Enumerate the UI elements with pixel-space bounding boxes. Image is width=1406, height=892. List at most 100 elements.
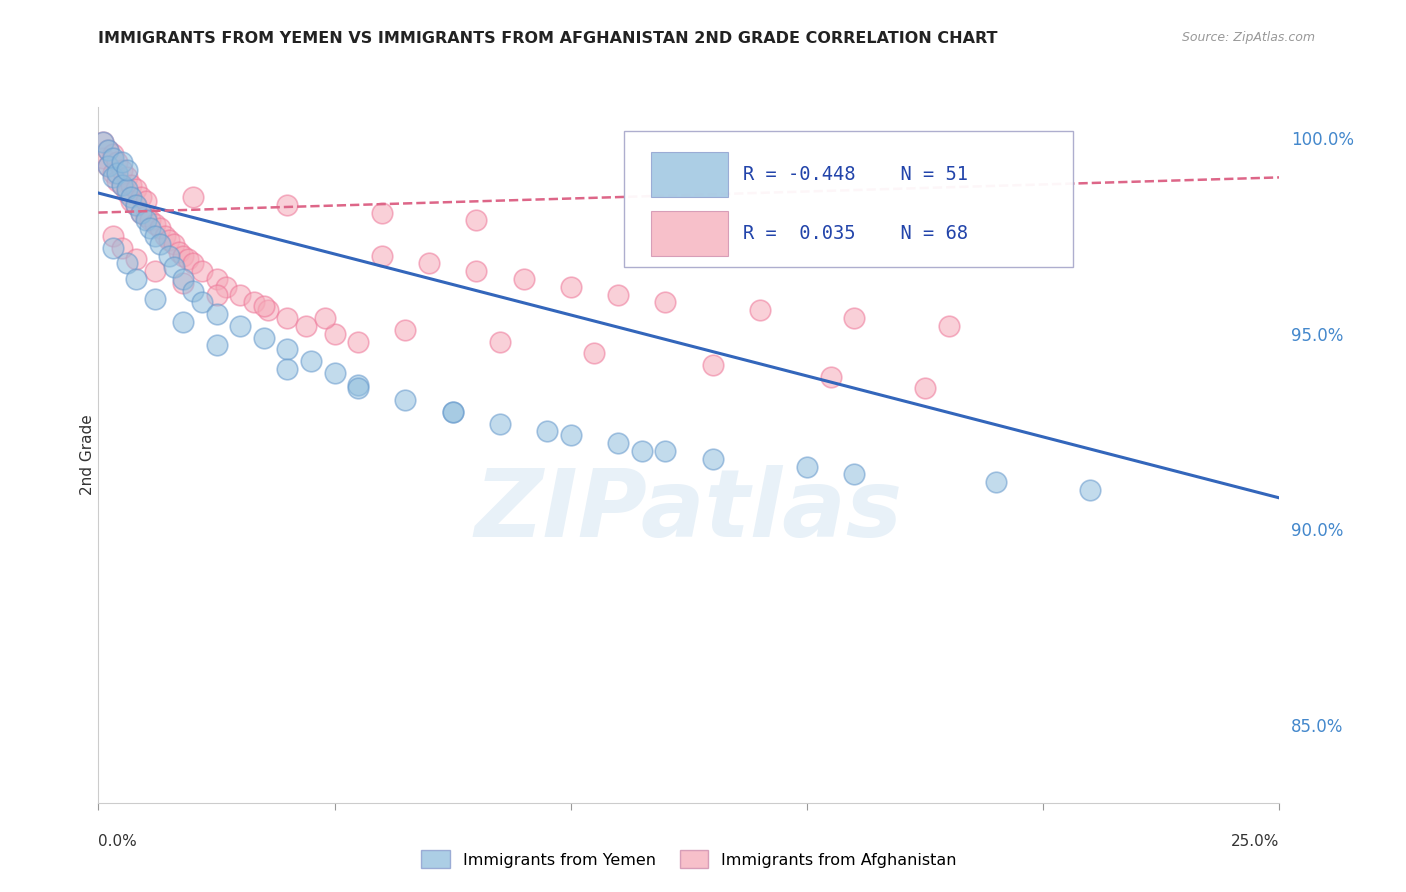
Point <box>748 303 770 318</box>
Point <box>465 264 488 278</box>
Point <box>129 190 152 204</box>
Text: 25.0%: 25.0% <box>1232 834 1279 849</box>
Point <box>115 256 138 270</box>
Point <box>115 186 138 200</box>
Point <box>111 241 134 255</box>
Point <box>143 264 166 278</box>
Point <box>984 475 1007 490</box>
Point <box>135 213 157 227</box>
Point <box>276 362 298 376</box>
Y-axis label: 2nd Grade: 2nd Grade <box>80 415 94 495</box>
Point <box>323 326 346 341</box>
Point <box>172 272 194 286</box>
Point <box>536 425 558 439</box>
Point <box>607 436 630 450</box>
Point <box>347 382 370 396</box>
Point <box>844 467 866 482</box>
Point <box>607 287 630 301</box>
Point <box>163 260 186 275</box>
Point <box>172 276 194 290</box>
Point <box>205 338 228 352</box>
Point <box>465 213 488 227</box>
Point <box>101 151 124 165</box>
Point <box>276 343 298 357</box>
Point <box>91 135 114 149</box>
Point <box>441 405 464 419</box>
Point <box>157 249 180 263</box>
Point <box>243 295 266 310</box>
Point <box>938 318 960 333</box>
Point <box>205 287 228 301</box>
Point <box>115 162 138 177</box>
Point <box>560 280 582 294</box>
Point <box>654 295 676 310</box>
Point <box>135 210 157 224</box>
Point <box>111 178 134 193</box>
Point <box>97 159 120 173</box>
Point <box>253 331 276 345</box>
Point <box>143 292 166 306</box>
Point <box>157 233 180 247</box>
Point <box>702 358 724 372</box>
Point <box>181 190 204 204</box>
Point <box>129 205 152 219</box>
Point <box>101 166 124 180</box>
Point <box>441 405 464 419</box>
Point <box>323 366 346 380</box>
Point <box>512 272 534 286</box>
Point <box>654 444 676 458</box>
Point <box>583 346 606 360</box>
Point <box>149 236 172 251</box>
Point <box>139 221 162 235</box>
Point <box>105 166 128 180</box>
Point <box>796 459 818 474</box>
Point <box>215 280 238 294</box>
Point <box>101 170 124 185</box>
Point <box>560 428 582 442</box>
Point <box>172 249 194 263</box>
Point <box>172 315 194 329</box>
Point <box>115 182 138 196</box>
Point <box>111 162 134 177</box>
Point <box>135 194 157 208</box>
Point <box>229 287 252 301</box>
Point <box>125 252 148 267</box>
Point <box>418 256 440 270</box>
Point <box>125 198 148 212</box>
Point <box>914 382 936 396</box>
Text: R =  0.035    N = 68: R = 0.035 N = 68 <box>744 224 969 243</box>
Point <box>229 318 252 333</box>
Point <box>844 311 866 326</box>
Point <box>97 159 120 173</box>
FancyBboxPatch shape <box>624 131 1073 267</box>
Point <box>1080 483 1102 497</box>
Point <box>101 241 124 255</box>
Point <box>394 393 416 408</box>
Point <box>97 143 120 157</box>
Point <box>129 205 152 219</box>
Point <box>630 444 652 458</box>
Point <box>394 323 416 337</box>
Point <box>111 154 134 169</box>
Point <box>276 198 298 212</box>
Point <box>115 170 138 185</box>
Point <box>295 318 318 333</box>
Point <box>121 190 143 204</box>
Point <box>181 256 204 270</box>
Point <box>347 377 370 392</box>
Point <box>253 299 276 313</box>
Point <box>143 229 166 244</box>
Point <box>257 303 280 318</box>
Point <box>489 417 512 431</box>
Text: Source: ZipAtlas.com: Source: ZipAtlas.com <box>1181 31 1315 45</box>
Point <box>125 198 148 212</box>
Point <box>163 236 186 251</box>
Point <box>143 217 166 231</box>
Point <box>205 272 228 286</box>
Point <box>97 143 120 157</box>
Point <box>111 178 134 193</box>
Point <box>91 151 114 165</box>
Point <box>91 135 114 149</box>
Point <box>125 272 148 286</box>
Point <box>371 249 394 263</box>
